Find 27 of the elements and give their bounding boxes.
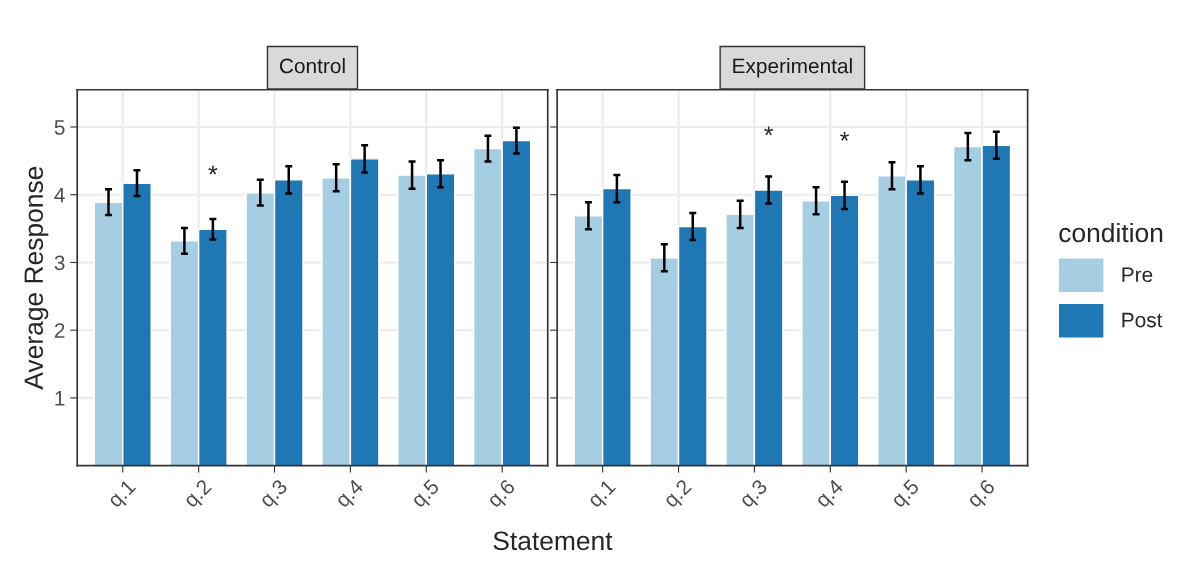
x-tick-label: q.3 <box>258 478 291 512</box>
x-tick-label: q.6 <box>965 478 999 512</box>
legend-label: Post <box>1122 312 1163 328</box>
y-tick-label: 2 <box>54 323 65 338</box>
x-tick-label: q.4 <box>814 478 847 512</box>
x-tick-label: q.5 <box>890 478 923 512</box>
annotation: * <box>208 165 218 175</box>
x-tick-label: q.1 <box>586 478 620 512</box>
x-tick-label: q.4 <box>334 478 368 512</box>
x-tick-label: q.6 <box>486 478 519 512</box>
x-axis-title: Statement <box>493 531 613 551</box>
x-tick-label: q.2 <box>182 478 215 512</box>
y-tick-label: 3 <box>54 255 65 271</box>
y-tick-label: 5 <box>54 120 65 135</box>
x-tick-label: q.5 <box>410 478 443 512</box>
chart-title: Control <box>279 58 345 74</box>
y-axis-title: Average Response <box>24 166 49 390</box>
legend-title: condition <box>1059 222 1163 243</box>
x-tick-label: q.3 <box>738 478 771 512</box>
y-tick-label: 4 <box>54 187 65 203</box>
x-tick-label: q.2 <box>662 478 695 512</box>
y-tick-label: 1 <box>55 391 65 406</box>
annotation: * <box>840 131 850 141</box>
x-tick-label: q.1 <box>106 478 140 512</box>
legend-label: Pre <box>1122 267 1153 283</box>
chart-title: Experimental <box>733 58 852 78</box>
annotation: * <box>764 126 774 136</box>
